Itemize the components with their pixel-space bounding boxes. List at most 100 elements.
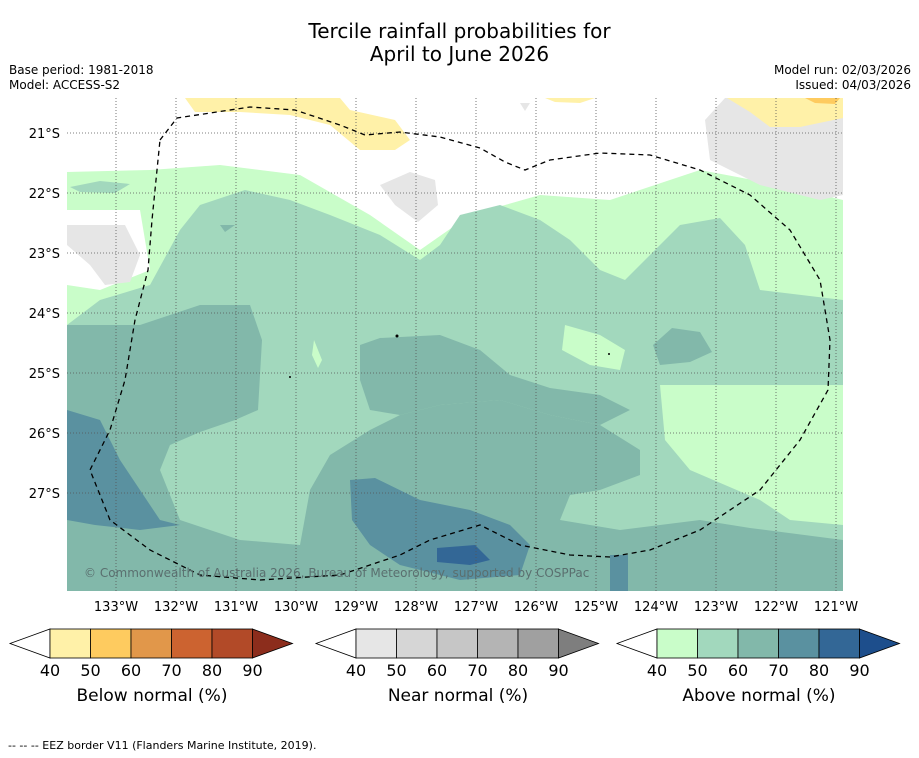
- graticule: [67, 98, 843, 591]
- below-normal-label: Below normal (%): [76, 686, 228, 706]
- above-40-east: [660, 385, 843, 525]
- lon-label: 127°W: [454, 600, 498, 615]
- near-normal-west: [67, 225, 140, 285]
- below-normal-ncentral: [545, 98, 595, 103]
- lon-label: 128°W: [394, 600, 438, 615]
- colorbar-swatch: [517, 628, 559, 659]
- model-name: Model: ACCESS-S2: [9, 78, 121, 92]
- above-40-speck: [312, 340, 322, 368]
- colorbar-tick-label: 50: [386, 661, 406, 680]
- colorbar-tick-label: 60: [728, 661, 748, 680]
- near-normal-central: [380, 172, 438, 222]
- colorbar-swatch: [211, 628, 253, 659]
- copyright-text: © Commonwealth of Australia 2026, Bureau…: [84, 566, 589, 580]
- issued-date: Issued: 04/03/2026: [795, 78, 911, 92]
- near-normal-label: Near normal (%): [387, 686, 529, 706]
- lon-label: 126°W: [514, 600, 558, 615]
- above-normal-label: Above normal (%): [682, 686, 836, 706]
- colorbar-min-extend: [314, 628, 357, 659]
- lat-label: 23°S: [29, 247, 60, 262]
- colorbar-swatch: [436, 628, 478, 659]
- above-60-70-east: [653, 328, 712, 365]
- lon-label: 121°W: [814, 600, 858, 615]
- colorbar-tick-label: 50: [687, 661, 707, 680]
- colorbar-tick-label: 70: [768, 661, 788, 680]
- colorbar-max-extend: [859, 628, 901, 659]
- colorbar-swatch: [90, 628, 132, 659]
- lon-labels: 133°W 132°W 131°W 130°W 129°W 128°W 127°…: [94, 600, 858, 615]
- lon-label: 132°W: [154, 600, 198, 615]
- island-dot-3: [608, 353, 610, 355]
- colorbar-swatch: [355, 628, 397, 659]
- above-60-70-central: [360, 335, 630, 425]
- colorbar-tick-label: 40: [40, 661, 60, 680]
- title-line-1: Tercile rainfall probabilities for: [308, 19, 611, 43]
- lat-labels: 21°S 22°S 23°S 24°S 25°S 26°S 27°S: [29, 127, 60, 502]
- colorbar-swatch: [656, 628, 698, 659]
- above-80-90: [437, 545, 490, 565]
- above-50-north-patch: [70, 181, 130, 193]
- lon-label: 124°W: [634, 600, 678, 615]
- lon-label: 130°W: [274, 600, 318, 615]
- colorbar-swatch: [171, 628, 213, 659]
- colorbar-tick-label: 60: [427, 661, 447, 680]
- colorbar-tick-label: 50: [80, 661, 100, 680]
- probability-field: [67, 98, 843, 591]
- colorbar-tick-label: 90: [242, 661, 262, 680]
- lon-label: 131°W: [214, 600, 258, 615]
- eez-border: [89, 106, 831, 581]
- colorbar-tick-label: 70: [467, 661, 487, 680]
- colorbar-tick-label: 80: [809, 661, 829, 680]
- island-dot: [395, 334, 399, 338]
- colorbar-tick-label: 70: [161, 661, 181, 680]
- above-70-80-south: [350, 478, 530, 580]
- above-60-70-speck: [220, 225, 235, 232]
- colorbar-swatch: [477, 628, 519, 659]
- colorbar-swatch: [778, 628, 820, 659]
- lat-label: 22°S: [29, 187, 60, 202]
- below-normal-ne: [727, 98, 843, 127]
- base-period: Base period: 1981-2018: [9, 63, 154, 77]
- lat-label: 26°S: [29, 427, 60, 442]
- lat-label: 25°S: [29, 367, 60, 382]
- colorbar-swatch: [396, 628, 438, 659]
- colorbar-swatch: [130, 628, 172, 659]
- colorbar-max-extend: [252, 628, 294, 659]
- colorbar-swatch: [49, 628, 91, 659]
- island-dot-2: [289, 376, 291, 378]
- title-line-2: April to June 2026: [369, 42, 550, 66]
- lon-label: 122°W: [754, 600, 798, 615]
- above-40-island-east: [562, 325, 625, 370]
- below-normal-north: [185, 98, 410, 150]
- colorbar-tick-label: 90: [548, 661, 568, 680]
- lon-label: 125°W: [574, 600, 618, 615]
- above-70-80-west: [67, 410, 180, 530]
- no-signal-north: [67, 98, 843, 250]
- colorbar-tick-label: 40: [647, 661, 667, 680]
- colorbar-min-extend: [615, 628, 658, 659]
- colorbar-min-extend: [8, 628, 51, 659]
- colorbar-tick-label: 80: [202, 661, 222, 680]
- eez-footer-note: -- -- -- EEZ border V11 (Flanders Marine…: [8, 739, 317, 752]
- lat-label: 27°S: [29, 487, 60, 502]
- colorbar-tick-label: 40: [346, 661, 366, 680]
- model-run: Model run: 02/03/2026: [773, 63, 911, 77]
- colorbar-tick-label: 90: [849, 661, 869, 680]
- lon-label: 133°W: [94, 600, 138, 615]
- colorbar-tick-label: 80: [508, 661, 528, 680]
- colorbar-max-extend: [558, 628, 600, 659]
- lat-label: 24°S: [29, 307, 60, 322]
- below-normal-ne-50: [805, 98, 840, 104]
- colorbar-swatch: [818, 628, 860, 659]
- colorbar-tick-label: 60: [121, 661, 141, 680]
- lat-label: 21°S: [29, 127, 60, 142]
- lon-label: 123°W: [694, 600, 738, 615]
- colorbars: 40 50 60 70 80 90 40 50 60 70 80 90 40 50 60 70 80 90: [8, 628, 901, 680]
- colorbar-swatch: [737, 628, 779, 659]
- colorbar-swatch: [697, 628, 739, 659]
- lon-label: 129°W: [334, 600, 378, 615]
- above-60-70: [67, 305, 843, 591]
- above-70-80-strip: [610, 555, 628, 591]
- near-normal-speck: [520, 103, 530, 111]
